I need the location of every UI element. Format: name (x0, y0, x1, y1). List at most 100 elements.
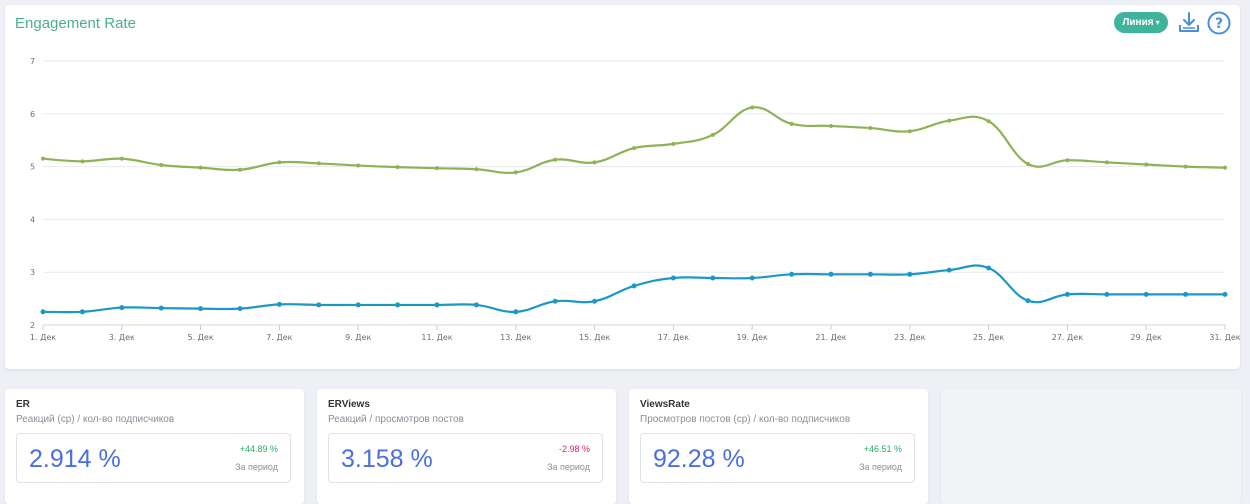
stat-box: 3.158 % -2.98 % За период (328, 433, 603, 483)
x-tick-label: 23. Дек (894, 333, 925, 342)
x-tick-label: 9. Дек (345, 333, 371, 342)
series-point-2 (79, 309, 85, 315)
series-point-1 (947, 118, 952, 123)
series-point-1 (435, 166, 439, 171)
series-point-2 (867, 271, 873, 277)
stat-period: За период (859, 462, 902, 472)
chevron-down-icon: ▾ (1155, 18, 1160, 27)
series-point-2 (907, 271, 913, 277)
series-point-2 (1222, 291, 1228, 297)
chart-type-label: Линия (1122, 17, 1154, 28)
series-point-1 (474, 167, 479, 172)
y-tick-label: 2 (30, 321, 35, 330)
svg-text:?: ? (1215, 16, 1223, 32)
series-point-2 (552, 298, 558, 304)
x-tick-label: 5. Дек (188, 333, 214, 342)
series-point-1 (316, 161, 321, 166)
series-point-2 (513, 309, 519, 315)
x-tick-label: 3. Дек (109, 333, 135, 342)
stat-change: +44.89 % (239, 444, 278, 454)
series-point-1 (632, 146, 636, 151)
series-point-2 (710, 275, 716, 281)
series-point-1 (1065, 158, 1070, 163)
stat-value: 3.158 % (341, 445, 433, 473)
series-point-2 (828, 271, 834, 277)
series-point-1 (238, 167, 242, 172)
series-point-1 (198, 165, 203, 170)
y-tick-label: 3 (30, 268, 35, 277)
series-point-1 (907, 129, 912, 134)
chart-type-toggle[interactable]: Линия ▾ (1114, 12, 1168, 33)
stat-box: 92.28 % +46.51 % За период (640, 433, 915, 483)
stat-description: Просмотров постов (ср) / кол-во подписчи… (640, 414, 851, 425)
series-point-1 (356, 163, 361, 168)
x-tick-label: 19. Дек (737, 333, 768, 342)
series-point-2 (1104, 291, 1110, 297)
series-point-1 (868, 126, 873, 131)
series-point-2 (198, 306, 204, 312)
y-tick-label: 4 (30, 215, 35, 224)
series-point-1 (80, 159, 85, 164)
series-point-1 (1223, 165, 1227, 170)
series-point-1 (671, 141, 676, 146)
series-point-2 (592, 298, 598, 304)
series-point-2 (986, 265, 992, 271)
x-tick-label: 25. Дек (973, 333, 1004, 342)
series-point-2 (434, 302, 440, 308)
series-point-2 (395, 302, 401, 308)
x-tick-label: 17. Дек (658, 333, 689, 342)
series-point-1 (513, 170, 518, 175)
help-icon: ? (1207, 11, 1231, 35)
series-point-2 (749, 275, 755, 281)
stat-value: 2.914 % (29, 445, 121, 473)
download-button[interactable] (1176, 10, 1202, 36)
stat-card-empty (941, 389, 1241, 504)
stat-name: ViewsRate (640, 399, 690, 410)
series-point-1 (277, 160, 282, 165)
series-point-1 (829, 123, 833, 128)
line-chart: 2 3 4 5 6 7 1. Дек 3. Дек 5. Дек 7. Дек 9. Дек 11. … (30, 57, 1240, 342)
series-point-2 (276, 301, 282, 307)
chart-title: Engagement Rate (15, 15, 136, 32)
series-point-2 (1143, 291, 1149, 297)
series-point-2 (670, 275, 676, 281)
series-point-2 (946, 267, 952, 273)
stat-change: -2.98 % (558, 444, 590, 454)
stat-period: За период (547, 462, 590, 472)
y-tick-label: 5 (30, 163, 35, 172)
x-tick-label: 29. Дек (1131, 333, 1162, 342)
series-point-1 (750, 105, 755, 110)
stat-name: ER (16, 399, 30, 410)
series-point-1 (159, 163, 164, 168)
x-tick-label: 15. Дек (579, 333, 610, 342)
stat-card-erviews: ERViews Реакций / просмотров постов 3.15… (317, 389, 616, 504)
series-point-2 (237, 306, 243, 312)
series-point-2 (1183, 291, 1189, 297)
series-point-1 (1104, 160, 1109, 165)
series-point-2 (789, 271, 795, 277)
series-point-1 (553, 157, 558, 162)
series-point-1 (119, 156, 124, 161)
series-point-1 (710, 132, 715, 137)
stat-value: 92.28 % (653, 445, 745, 473)
stat-description: Реакций (ср) / кол-во подписчиков (16, 414, 175, 425)
stat-card-viewsrate: ViewsRate Просмотров постов (ср) / кол-в… (629, 389, 928, 504)
stat-card-er: ER Реакций (ср) / кол-во подписчиков 2.9… (5, 389, 304, 504)
stat-description: Реакций / просмотров постов (328, 414, 464, 425)
help-button[interactable]: ? (1206, 10, 1232, 36)
series-point-2 (119, 305, 125, 311)
stat-name: ERViews (328, 399, 370, 410)
stat-period: За период (235, 462, 278, 472)
y-tick-label: 7 (30, 57, 35, 66)
series-point-1 (395, 165, 400, 170)
stat-box: 2.914 % +44.89 % За период (16, 433, 291, 483)
download-icon (1179, 12, 1199, 32)
x-tick-label: 27. Дек (1052, 333, 1083, 342)
x-tick-label: 13. Дек (500, 333, 531, 342)
series-point-1 (986, 119, 991, 124)
series-point-1 (41, 156, 45, 161)
x-tick-label: 11. Дек (421, 333, 452, 342)
stat-change: +46.51 % (863, 444, 902, 454)
series-point-2 (316, 302, 322, 308)
series-point-2 (631, 283, 637, 289)
